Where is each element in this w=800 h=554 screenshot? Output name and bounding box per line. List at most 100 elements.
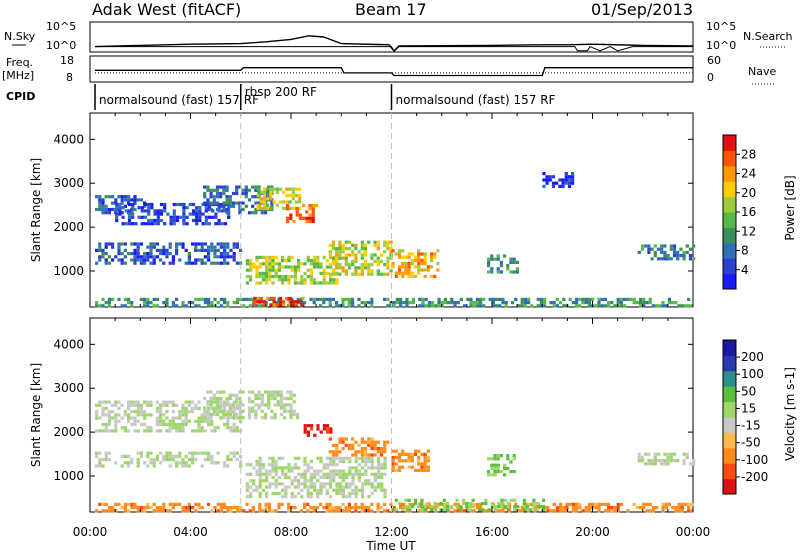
scatter-cell-7 (255, 271, 259, 275)
scatter-cell-7 (277, 262, 281, 266)
scatter-cell-6 (367, 453, 371, 457)
scatter-cell-10 (391, 508, 395, 512)
scatter-cell-13 (571, 175, 575, 179)
scatter-cell-0 (639, 297, 643, 301)
scatter-cell-10 (516, 505, 520, 509)
scatter-cell-7 (249, 259, 253, 263)
scatter-cell-4 (290, 469, 294, 473)
scatter-cell-6 (130, 258, 134, 262)
scatter-cell-6 (335, 447, 339, 451)
scatter-cell-6 (162, 245, 166, 249)
scatter-cell-0 (584, 297, 588, 301)
scatter-cell-0 (619, 297, 623, 301)
scatter-cell-2 (292, 412, 296, 417)
scatter-cell-7 (281, 265, 285, 269)
scatter-cell-0 (223, 297, 227, 301)
scatter-cell-2 (254, 396, 258, 401)
scatter-cell-0 (152, 509, 156, 513)
scatter-cell-7 (290, 265, 294, 269)
scatter-cell-6 (232, 242, 236, 246)
scatter-cell-1 (200, 416, 204, 420)
scatter-cell-3 (226, 464, 230, 468)
scatter-cell-9 (688, 462, 693, 466)
scatter-cell-6 (136, 248, 140, 252)
scatter-cell-2 (279, 393, 284, 397)
scatter-cell-1 (136, 429, 140, 433)
scatter-cell-4 (272, 187, 276, 191)
scatter-cell-1 (133, 403, 137, 407)
scatter-cell-3 (231, 201, 236, 205)
scatter-cell-3 (200, 464, 204, 468)
scatter-cell-0 (248, 304, 252, 308)
scatter-cell-0 (165, 301, 169, 305)
scatter-cell-7 (284, 278, 288, 282)
scatter-cell-1 (232, 400, 236, 404)
scatter-cell-2 (238, 406, 242, 410)
scatter-cell-9 (417, 258, 421, 262)
scatter-cell-9 (433, 252, 437, 256)
scatter-cell-1 (171, 422, 175, 427)
scatter-cell-11 (512, 260, 516, 264)
scatter-cell-2 (198, 218, 202, 223)
scatter-cell-10 (500, 501, 504, 506)
scatter-cell-0 (475, 301, 479, 305)
scatter-cell-4 (383, 495, 387, 499)
scatter-cell-3 (191, 461, 195, 465)
scatter-cell-0 (418, 304, 422, 308)
scatter-cell-3 (219, 191, 223, 196)
scatter-cell-6 (159, 248, 163, 252)
scatter-cell-4 (300, 472, 304, 476)
scatter-cell-7 (293, 278, 297, 282)
scatter-cell-0 (117, 502, 121, 506)
colorbar-swatch-2 (723, 447, 736, 464)
scatter-cell-4 (285, 187, 289, 191)
scatter-cell-8 (499, 454, 503, 458)
scatter-cell-0 (146, 301, 150, 305)
scatter-cell-2 (172, 218, 176, 223)
scatter-cell-1 (162, 400, 166, 404)
scatter-cell-4 (332, 463, 336, 467)
scatter-cell-0 (303, 502, 307, 506)
scatter-cell-6 (207, 255, 211, 259)
scatter-cell-10 (509, 498, 514, 502)
scatter-cell-9 (426, 265, 430, 269)
scatter-cell-2 (217, 209, 221, 213)
scatter-cell-0 (555, 304, 559, 308)
scatter-cell-6 (235, 245, 239, 249)
scatter-cell-7 (397, 459, 402, 463)
scatter-cell-3 (210, 458, 214, 462)
scatter-cell-3 (223, 464, 227, 468)
scatter-cell-6 (184, 248, 188, 252)
scatter-cell-0 (549, 301, 553, 305)
scatter-cell-10 (468, 501, 472, 506)
scatter-cell-2 (115, 206, 119, 210)
scatter-cell-4 (309, 485, 313, 489)
scatter-cell-9 (660, 462, 664, 466)
scatter-cell-0 (399, 506, 403, 510)
scatter-cell-9 (397, 252, 402, 256)
scatter-cell-1 (203, 413, 207, 417)
scatter-cell-4 (380, 485, 384, 489)
scatter-cell-7 (268, 271, 272, 275)
scatter-cell-4 (345, 482, 349, 486)
colorbar-swatch-8 (723, 355, 736, 372)
scatter-cell-8 (367, 263, 371, 267)
scatter-cell-3 (244, 204, 248, 208)
scatter-cell-8 (341, 243, 345, 247)
scatter-cell-0 (143, 301, 147, 305)
scatter-cell-7 (426, 459, 430, 463)
scatter-cell-2 (257, 393, 261, 397)
scatter-cell-0 (591, 502, 595, 506)
scatter-cell-6 (155, 248, 159, 252)
scatter-cell-4 (341, 491, 345, 496)
scatter-cell-4 (364, 482, 368, 486)
scatter-cell-9 (666, 452, 670, 456)
scatter-cell-1 (168, 419, 172, 423)
scatter-cell-0 (315, 506, 319, 510)
scatter-cell-2 (191, 212, 196, 216)
scatter-cell-6 (162, 252, 166, 256)
scatter-cell-0 (219, 502, 223, 506)
scatter-cell-4 (380, 463, 384, 467)
scatter-cell-6 (216, 261, 220, 265)
